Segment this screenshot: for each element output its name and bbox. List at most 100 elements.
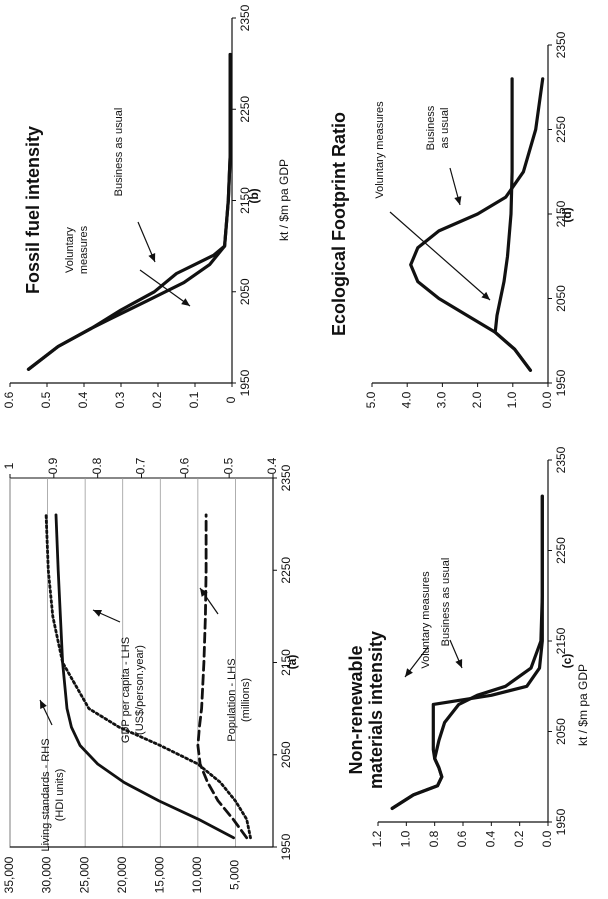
series-line-b-1 (26, 52, 232, 371)
left-y-tick-label-a: 5,000 (228, 860, 242, 890)
y-tick-label-b: 0.4 (76, 391, 90, 408)
annotation-voluntary-b-line1: Voluntary (64, 227, 76, 273)
annotation-hdi-units: (HDI units) (54, 769, 66, 822)
y-tick-label-c: 0.4 (484, 830, 498, 847)
arrow-voluntary-d-head (481, 291, 490, 300)
arrow-bau-c-head (455, 659, 463, 668)
x-tick-label-c: 2250 (554, 537, 568, 564)
series-line-a-0 (54, 513, 236, 840)
chart-title-d: Ecological Footprint Ratio (329, 112, 349, 336)
x-tick-label-b: 2150 (238, 187, 252, 214)
x-tick-label-d: 2150 (554, 200, 568, 227)
x-tick-label-d: 1950 (554, 369, 568, 396)
right-y-tick-label-a: 1 (2, 462, 16, 469)
x-tick-label-a: 2050 (279, 741, 293, 768)
y-tick-label-c: 1.0 (399, 830, 413, 847)
left-y-tick-label-a: 10,000 (190, 856, 204, 893)
y-tick-label-c: 0.2 (512, 830, 526, 847)
left-y-tick-label-a: 25,000 (77, 856, 91, 893)
annotation-gdp-per-capita: GDP per capita - LHS (120, 637, 132, 743)
series-line-a-2 (196, 513, 249, 840)
x-tick-label-b: 1950 (238, 369, 252, 396)
y-tick-label-c: 1.2 (370, 830, 384, 847)
x-tick-label-a: 2250 (279, 557, 293, 584)
x-tick-label-c: 2150 (554, 627, 568, 654)
annotation-bau-d-line1: Business (425, 105, 437, 150)
y-tick-label-d: 2.0 (470, 391, 484, 408)
x-tick-label-d: 2350 (554, 31, 568, 58)
y-axis-title-b: kt / $m pa GDP (277, 159, 291, 241)
arrow-bau-b-head (148, 253, 156, 262)
y-tick-label-d: 3.0 (435, 391, 449, 408)
y-tick-label-b: 0.1 (187, 391, 201, 408)
series-line-a-1 (44, 513, 252, 840)
y-tick-label-d: 4.0 (399, 391, 413, 408)
y-tick-label-d: 5.0 (364, 391, 378, 408)
y-tick-label-b: 0.6 (2, 391, 16, 408)
series-line-c-0 (390, 494, 544, 811)
arrow-voluntary-b (139, 269, 191, 307)
x-tick-label-c: 2350 (554, 446, 568, 473)
caption-c: (c) (560, 654, 574, 669)
annotation-voluntary-d: Voluntary measures (374, 101, 386, 199)
chart-title-b: Fossil fuel intensity (23, 126, 43, 294)
y-tick-label-c: 0.6 (455, 830, 469, 847)
arrow-bau-d-head (454, 196, 462, 205)
caption-b: (b) (247, 188, 261, 203)
annotation-voluntary-b-line2: measures (78, 225, 90, 274)
arrow-gdp-head (93, 609, 102, 617)
y-tick-label-b: 0.3 (113, 391, 127, 408)
series-line-d-0 (409, 77, 545, 372)
x-tick-label-b: 2350 (238, 4, 252, 31)
y-tick-label-b: 0.5 (39, 391, 53, 408)
annotation-bau-c: Business as usual (440, 558, 452, 647)
y-tick-label-b: 0 (224, 396, 238, 403)
right-y-tick-label-a: 0.9 (46, 457, 60, 474)
x-tick-label-a: 1950 (279, 833, 293, 860)
left-y-tick-label-a: 30,000 (40, 856, 54, 893)
y-tick-label-b: 0.2 (150, 391, 164, 408)
annotation-bau-b: Business as usual (113, 108, 125, 197)
annotation-bau-d-line2: as usual (439, 108, 451, 149)
arrow-voluntary-c-head (405, 668, 413, 677)
arrow-population-head (200, 588, 208, 597)
right-y-tick-label-a: 0.5 (221, 457, 235, 474)
series-line-c-1 (390, 494, 544, 811)
left-y-tick-label-a: 15,000 (152, 856, 166, 893)
chart-title-c-line1: Non-renewable (346, 645, 366, 774)
x-tick-label-c: 2050 (554, 718, 568, 745)
caption-d: (d) (560, 207, 574, 222)
x-tick-label-a: 2150 (279, 649, 293, 676)
x-tick-label-a: 2350 (279, 464, 293, 491)
arrow-living-standards-head (40, 700, 47, 709)
annotation-population-units: (millions) (240, 678, 252, 722)
x-tick-label-d: 2050 (554, 285, 568, 312)
caption-a: (a) (285, 655, 299, 670)
annotation-living-standards: Living standards - RHS (40, 738, 52, 851)
annotation-population: Population - LHS (226, 658, 238, 741)
x-tick-label-c: 1950 (554, 808, 568, 835)
x-tick-label-b: 2250 (238, 96, 252, 123)
right-y-tick-label-a: 0.7 (134, 457, 148, 474)
left-y-tick-label-a: 20,000 (115, 856, 129, 893)
series-line-d-1 (493, 77, 533, 372)
y-axis-title-c: kt / $m pa GDP (576, 664, 590, 746)
y-tick-label-c: 0.8 (427, 830, 441, 847)
right-y-tick-label-a: 0.8 (90, 457, 104, 474)
chart-title-c-line2: materials intensity (366, 631, 386, 789)
left-y-tick-label-a: 35,000 (2, 856, 16, 893)
y-tick-label-d: 0.0 (540, 391, 554, 408)
x-tick-label-d: 2250 (554, 116, 568, 143)
annotation-voluntary-c: Voluntary measures (420, 571, 432, 669)
series-line-b-0 (26, 52, 232, 371)
arrow-voluntary-b-head (181, 298, 190, 306)
y-tick-label-d: 1.0 (505, 391, 519, 408)
y-tick-label-c: 0.0 (540, 830, 554, 847)
annotation-gdp-units: (US$/person.year) (134, 645, 146, 735)
arrow-voluntary-d (389, 211, 491, 301)
right-y-tick-label-a: 0.4 (265, 457, 279, 474)
x-tick-label-b: 2050 (238, 278, 252, 305)
right-y-tick-label-a: 0.6 (178, 457, 192, 474)
